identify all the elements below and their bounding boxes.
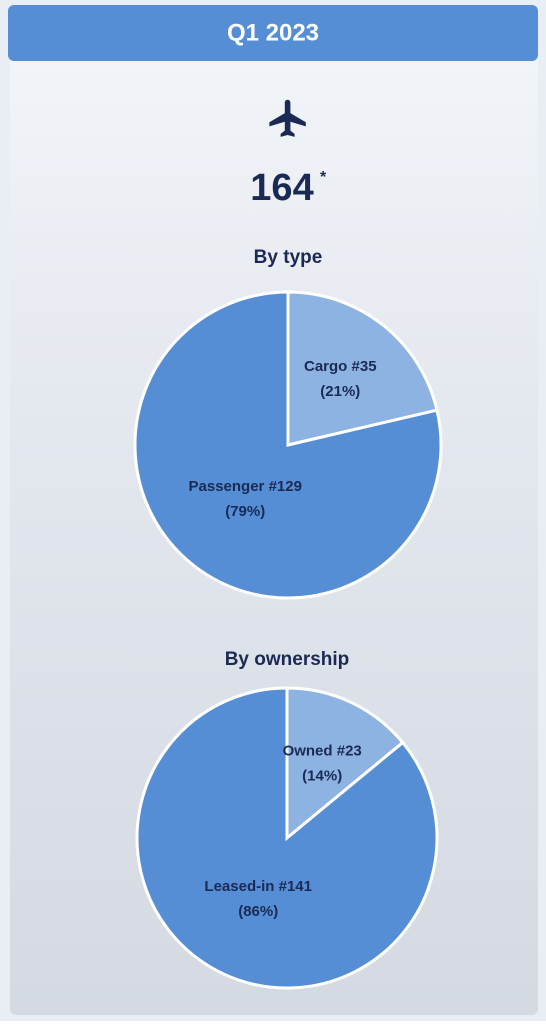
slice-label: Owned #23 bbox=[283, 742, 362, 759]
header-title: Q1 2023 bbox=[227, 19, 319, 46]
chart-title: By ownership bbox=[225, 649, 350, 670]
page: Q1 2023 164 * By type Cargo #35 (21%) Passe… bbox=[0, 0, 546, 1021]
slice-value: #23 bbox=[337, 742, 362, 759]
slice-label: Cargo #35 bbox=[304, 358, 377, 375]
slice-value: #129 bbox=[269, 478, 302, 495]
total: 164 bbox=[250, 167, 313, 209]
slice-percentage: (14%) bbox=[302, 767, 342, 784]
infographic: Q1 2023 164 * By type Cargo #35 (21%) Passe… bbox=[0, 0, 546, 1021]
slice-percentage: (21%) bbox=[320, 383, 360, 400]
chart-title: By type bbox=[254, 247, 323, 268]
slice-percentage: (86%) bbox=[238, 903, 278, 920]
slice-label: Leased-in #141 bbox=[204, 878, 312, 895]
slice-value: #35 bbox=[352, 358, 377, 375]
slice-category: Leased-in bbox=[204, 878, 274, 895]
slice-percentage: (79%) bbox=[225, 503, 265, 520]
total-note: * bbox=[320, 169, 327, 186]
slice-category: Passenger bbox=[189, 478, 265, 495]
slice-category: Owned bbox=[283, 742, 333, 759]
slice-value: #141 bbox=[279, 878, 312, 895]
slice-category: Cargo bbox=[304, 358, 347, 375]
slice-label: Passenger #129 bbox=[189, 478, 302, 495]
